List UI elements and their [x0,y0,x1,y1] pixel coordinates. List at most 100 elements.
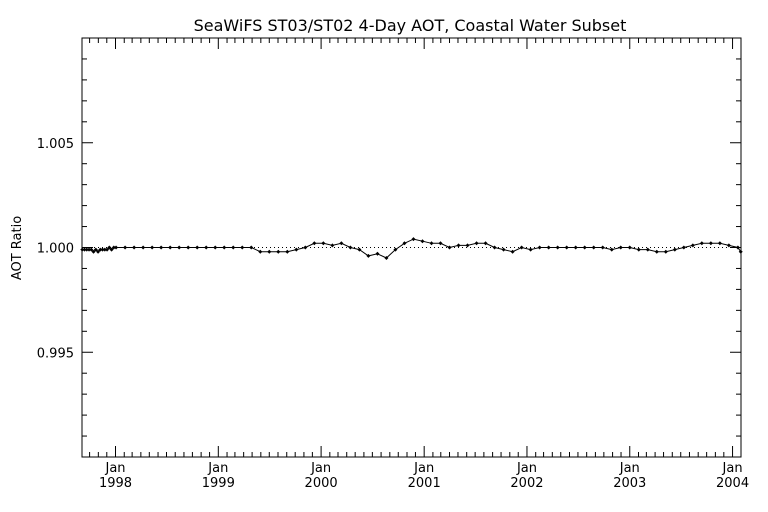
data-point [375,251,380,256]
data-point [303,245,308,250]
x-tick-label-month: Jan [516,461,537,476]
data-point [573,245,578,250]
data-point [204,245,209,250]
data-point [330,243,335,248]
data-point [107,245,112,250]
data-point [80,247,85,252]
data-point [429,241,434,246]
data-point [98,247,103,252]
data-point [708,241,713,246]
data-point [600,245,605,250]
data-point [96,249,101,254]
data-point [699,241,704,246]
data-point [91,249,96,254]
data-point [465,243,470,248]
data-point [447,245,452,250]
data-point [87,247,92,252]
data-point [411,237,416,242]
chart-title: SeaWiFS ST03/ST02 4-Day AOT, Coastal Wat… [194,16,627,35]
data-point [420,239,425,244]
x-tick-label-month: Jan [619,461,640,476]
data-point [609,247,614,252]
data-point [537,245,542,250]
series-group [80,237,743,260]
data-point [109,247,114,252]
data-point [717,241,722,246]
data-point [285,249,290,254]
data-point [438,241,443,246]
data-point [111,245,116,250]
data-point [393,247,398,252]
x-tick-label-month: Jan [413,461,434,476]
data-point [402,241,407,246]
data-point [519,245,524,250]
data-point [102,247,107,252]
data-point [510,249,515,254]
data-point [492,245,497,250]
data-point [114,245,119,250]
x-tick-label-year: 2001 [408,476,441,491]
data-point [276,249,281,254]
data-point [132,245,137,250]
data-point [240,245,245,250]
y-axis: 0.995 1.000 1.005 [37,37,741,458]
data-point [474,241,479,246]
data-point [294,247,299,252]
data-point [654,249,659,254]
data-point [339,241,344,246]
data-point [366,253,371,258]
data-point [384,255,389,260]
data-point [690,243,695,248]
data-point [663,249,668,254]
data-point [123,245,128,250]
data-point [618,245,623,250]
data-point [528,247,533,252]
data-point [150,245,155,250]
x-tick-label-month: Jan [104,461,125,476]
x-tick-label-month: Jan [207,461,228,476]
data-point [738,249,743,254]
data-point [501,247,506,252]
data-point [93,247,98,252]
x-axis: Jan1998Jan1999Jan2000Jan2001Jan2002Jan20… [89,38,749,491]
data-point [195,245,200,250]
x-tick-label-year: 1998 [99,476,132,491]
data-point [186,245,191,250]
data-point [357,247,362,252]
data-point [222,245,227,250]
x-tick-label-year: 2003 [613,476,646,491]
x-tick-label-month: Jan [722,461,743,476]
x-tick-label-year: 2004 [716,476,749,491]
y-axis-title: AOT Ratio [10,216,25,280]
data-point [89,247,94,252]
data-point [168,245,173,250]
data-point [159,245,164,250]
data-point [456,243,461,248]
data-point [249,245,254,250]
data-point [100,247,105,252]
data-point [681,245,686,250]
data-point [84,247,89,252]
data-point [735,245,740,250]
data-point [213,245,218,250]
x-tick-label-year: 1999 [202,476,235,491]
x-tick-label-year: 2000 [305,476,338,491]
x-tick-label-month: Jan [310,461,331,476]
x-tick-label-year: 2002 [510,476,543,491]
data-point [591,245,596,250]
data-point [636,247,641,252]
y-tick-label: 1.005 [37,137,74,152]
data-point [546,245,551,250]
data-point [483,241,488,246]
data-point [672,247,677,252]
data-point [582,245,587,250]
data-point [258,249,263,254]
data-point [645,247,650,252]
data-point [564,245,569,250]
data-point [267,249,272,254]
y-tick-label: 1.000 [37,242,74,257]
data-point [105,247,110,252]
data-point [321,241,326,246]
